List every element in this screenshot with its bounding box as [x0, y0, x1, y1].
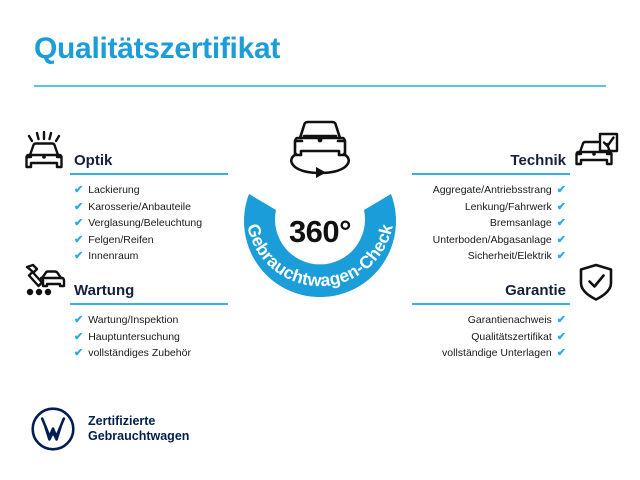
footer-text: Zertifizierte Gebrauchtwagen	[88, 414, 189, 444]
list-item: ✔ Karosserie/Anbauteile	[74, 199, 228, 216]
list-item: Lenkung/Fahrwerk ✔	[412, 199, 566, 216]
check-icon: ✔	[74, 184, 84, 196]
list-item-label: Karosserie/Anbauteile	[88, 200, 191, 213]
checklist-wartung: ✔ Wartung/Inspektion ✔ Hauptuntersuchung ✔…	[18, 312, 228, 362]
section-title-wartung: Wartung	[74, 282, 135, 299]
section-title-garantie: Garantie	[505, 282, 566, 299]
list-item: ✔ Lackierung	[74, 182, 228, 199]
check-icon: ✔	[556, 217, 566, 229]
list-item: ✔ Wartung/Inspektion	[74, 312, 228, 329]
list-item-label: Bremsanlage	[489, 217, 552, 229]
section-title-technik: Technik	[510, 152, 566, 169]
list-item: Aggregate/Antriebsstrang ✔	[412, 182, 566, 199]
section-underline	[412, 303, 570, 305]
check-icon: ✔	[74, 347, 84, 359]
check-icon: ✔	[74, 233, 84, 246]
section-technik: Technik Aggregate/Antriebsstrang ✔ Lenkun…	[412, 128, 622, 265]
list-item-label: vollständiges Zubehör	[88, 347, 191, 359]
badge-ring: Gebrauchtwagen-Check	[224, 148, 416, 320]
title-divider	[34, 85, 606, 87]
footer-line-1: Zertifizierte	[88, 414, 156, 428]
list-item-label: Lenkung/Fahrwerk	[464, 200, 552, 213]
check-icon: ✔	[556, 184, 566, 196]
shield-check-icon	[570, 260, 622, 306]
section-underline	[70, 173, 228, 175]
section-garantie: Garantie Garantienachweis ✔ Qualitätszert…	[412, 258, 622, 362]
footer-branding: Zertifizierte Gebrauchtwagen	[30, 406, 189, 452]
list-item-label: Qualitätszertifikat	[471, 330, 552, 343]
section-title-optik: Optik	[74, 152, 113, 169]
car-checkbox-icon	[570, 130, 622, 176]
list-item-label: Wartung/Inspektion	[88, 314, 179, 326]
badge-center-label: 360°	[288, 214, 352, 249]
check-icon: ✔	[74, 314, 84, 326]
section-underline	[412, 173, 570, 175]
check-icon: ✔	[556, 250, 566, 262]
list-item: ✔ Hauptuntersuchung	[74, 329, 228, 346]
check-icon: ✔	[74, 200, 84, 213]
list-item-label: Aggregate/Antriebsstrang	[432, 184, 552, 196]
check-icon: ✔	[74, 217, 84, 229]
checklist-technik: Aggregate/Antriebsstrang ✔ Lenkung/Fahrwe…	[412, 182, 622, 265]
check-icon: ✔	[556, 330, 566, 343]
check-icon: ✔	[556, 200, 566, 213]
check-icon: ✔	[74, 330, 84, 343]
list-item: Qualitätszertifikat ✔	[412, 329, 566, 346]
footer-line-2: Gebrauchtwagen	[88, 429, 190, 443]
section-wartung: Wartung ✔ Wartung/Inspektion ✔ Hauptunters…	[18, 258, 228, 362]
car-rotate-icon	[276, 112, 364, 184]
list-item-label: Sicherheit/Elektrik	[467, 250, 552, 262]
list-item: ✔ Felgen/Reifen	[74, 232, 228, 249]
check-icon: ✔	[556, 347, 566, 359]
list-item-label: Hauptuntersuchung	[88, 330, 180, 343]
list-item: Garantienachweis ✔	[412, 312, 566, 329]
wrench-car-icon	[18, 260, 70, 306]
list-item-label: Lackierung	[88, 184, 140, 196]
list-item: ✔ Verglasung/Beleuchtung	[74, 215, 228, 232]
badge-360-check: Gebrauchtwagen-Check 360°	[224, 112, 416, 322]
list-item: vollständige Unterlagen ✔	[412, 345, 566, 362]
check-icon: ✔	[556, 314, 566, 326]
check-icon: ✔	[556, 233, 566, 246]
checklist-optik: ✔ Lackierung ✔ Karosserie/Anbauteile ✔ Verg…	[18, 182, 228, 265]
list-item: Unterboden/Abgasanlage ✔	[412, 232, 566, 249]
list-item: ✔ Innenraum	[74, 248, 228, 265]
section-optik: Optik ✔ Lackierung ✔ Karosserie/Anbauteile…	[18, 128, 228, 265]
car-shine-icon	[18, 130, 70, 176]
list-item-label: vollständige Unterlagen	[442, 347, 552, 359]
page-title: Qualitätszertifikat	[34, 32, 281, 65]
list-item-label: Unterboden/Abgasanlage	[432, 233, 552, 246]
list-item-label: Felgen/Reifen	[88, 233, 154, 246]
list-item-label: Garantienachweis	[467, 314, 552, 326]
section-underline	[70, 303, 228, 305]
check-icon: ✔	[74, 250, 84, 262]
list-item: Sicherheit/Elektrik ✔	[412, 248, 566, 265]
list-item: ✔ vollständiges Zubehör	[74, 345, 228, 362]
list-item: Bremsanlage ✔	[412, 215, 566, 232]
list-item-label: Innenraum	[88, 250, 139, 262]
vw-logo	[30, 406, 76, 452]
checklist-garantie: Garantienachweis ✔ Qualitätszertifikat ✔ v…	[412, 312, 622, 362]
list-item-label: Verglasung/Beleuchtung	[88, 217, 203, 229]
